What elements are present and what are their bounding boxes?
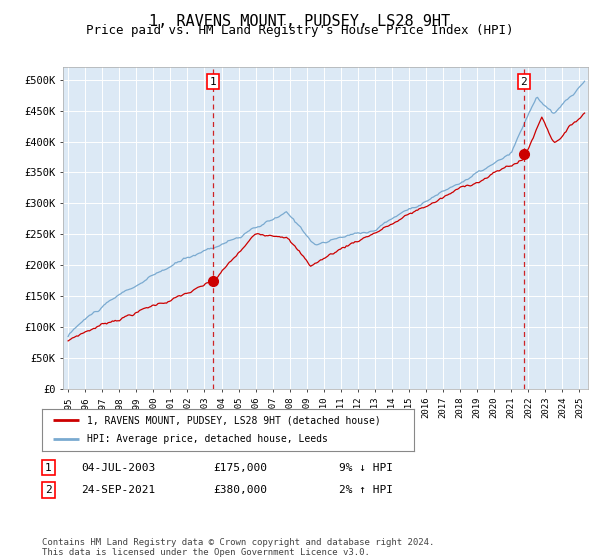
Text: 2: 2 (45, 485, 52, 495)
Text: 2% ↑ HPI: 2% ↑ HPI (339, 485, 393, 495)
Text: 24-SEP-2021: 24-SEP-2021 (81, 485, 155, 495)
Text: HPI: Average price, detached house, Leeds: HPI: Average price, detached house, Leed… (86, 435, 328, 445)
Text: 9% ↓ HPI: 9% ↓ HPI (339, 463, 393, 473)
Text: 2: 2 (520, 77, 527, 87)
Text: 1: 1 (45, 463, 52, 473)
Text: 1, RAVENS MOUNT, PUDSEY, LS28 9HT (detached house): 1, RAVENS MOUNT, PUDSEY, LS28 9HT (detac… (86, 415, 380, 425)
Text: Contains HM Land Registry data © Crown copyright and database right 2024.
This d: Contains HM Land Registry data © Crown c… (42, 538, 434, 557)
Text: £175,000: £175,000 (213, 463, 267, 473)
Text: 04-JUL-2003: 04-JUL-2003 (81, 463, 155, 473)
Text: £380,000: £380,000 (213, 485, 267, 495)
Text: Price paid vs. HM Land Registry's House Price Index (HPI): Price paid vs. HM Land Registry's House … (86, 24, 514, 37)
Text: 1: 1 (209, 77, 217, 87)
Text: 1, RAVENS MOUNT, PUDSEY, LS28 9HT: 1, RAVENS MOUNT, PUDSEY, LS28 9HT (149, 14, 451, 29)
